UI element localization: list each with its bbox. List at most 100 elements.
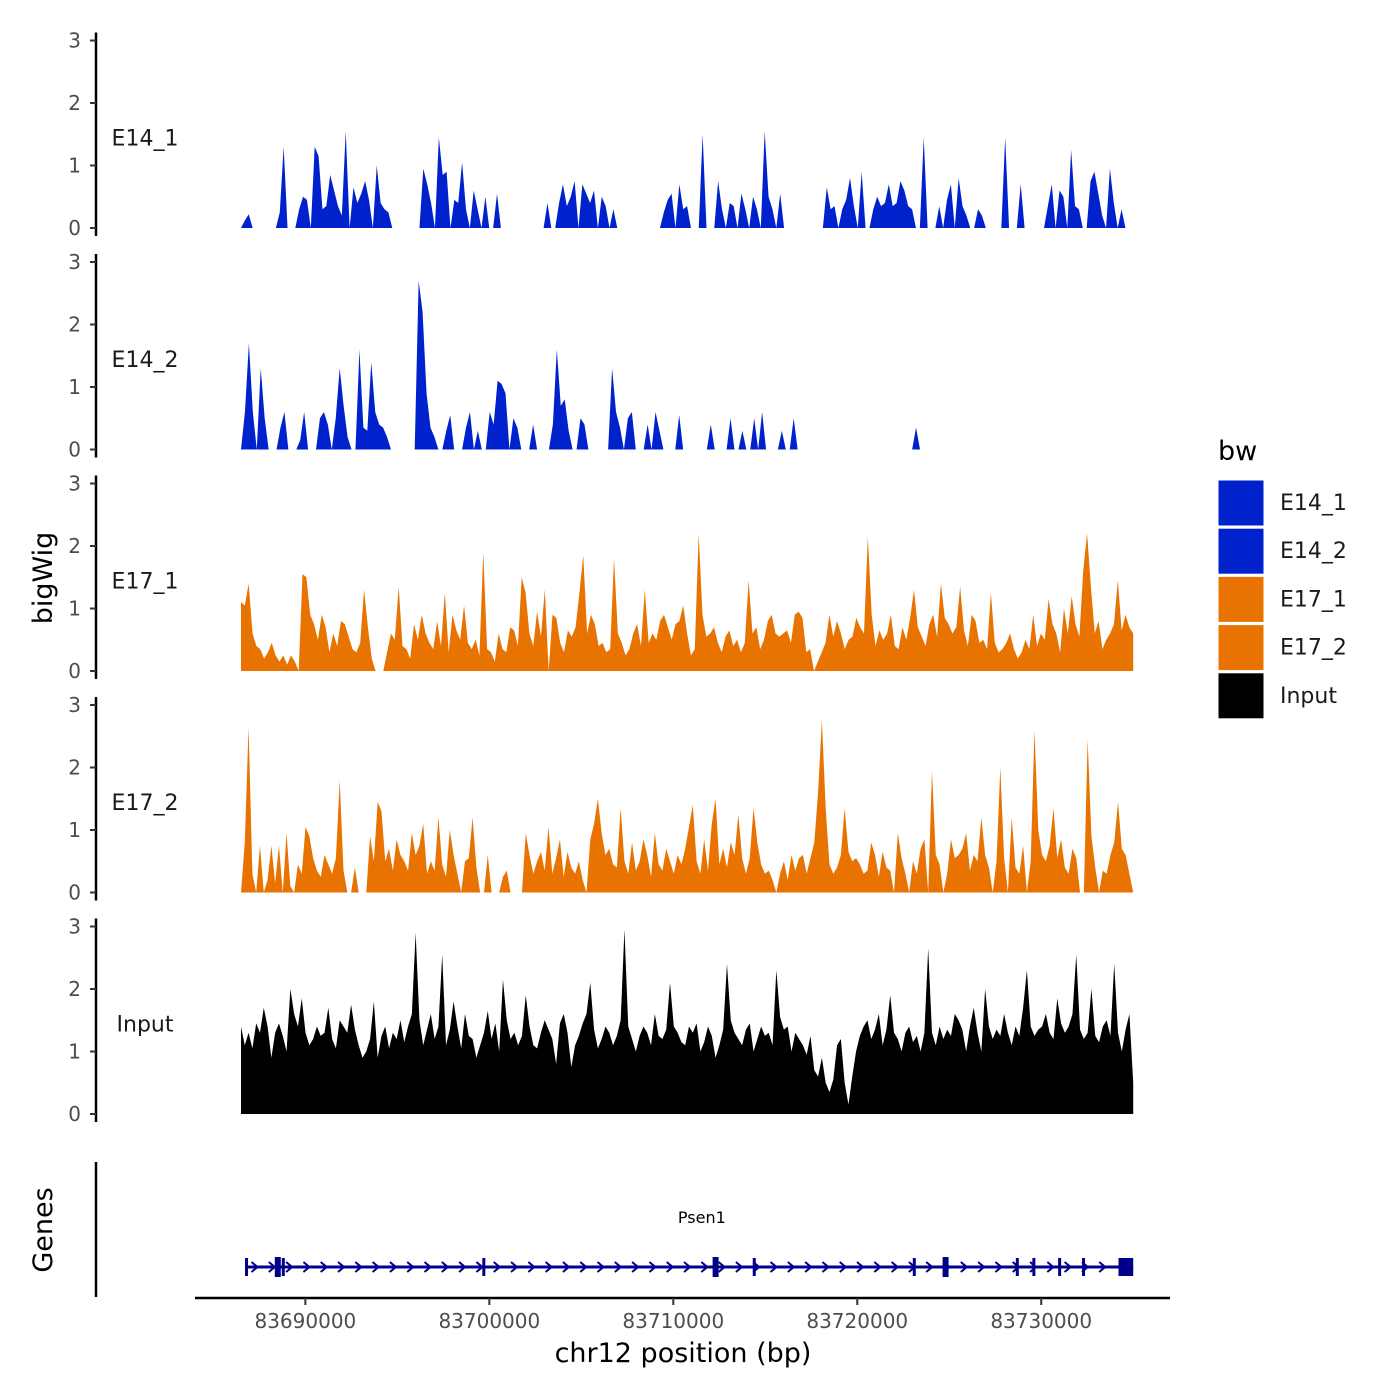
strand-arrow <box>354 1261 363 1273</box>
exon <box>752 1258 756 1276</box>
y-tick-label: 0 <box>68 216 81 240</box>
strand-arrow <box>371 1261 381 1273</box>
strand-arrow <box>493 1261 502 1273</box>
strand-arrow <box>648 1261 657 1273</box>
strand-arrow <box>890 1261 900 1273</box>
strand-arrow <box>856 1261 865 1273</box>
exon <box>1118 1258 1134 1276</box>
exon <box>1032 1258 1036 1276</box>
strand-arrow <box>320 1261 329 1273</box>
y-tick-label: 2 <box>68 977 81 1001</box>
y-axis-title: bigWig <box>28 532 59 625</box>
strand-arrow <box>666 1261 675 1273</box>
exon <box>1015 1258 1019 1276</box>
strand-arrow <box>925 1261 934 1273</box>
exon <box>1058 1258 1062 1276</box>
coverage-tracks: 0 1 2 3 E14_1 0 1 2 3 E14_2 0 1 2 3 E17_1 0 1 2 3 E17_2 0 1 2 3… <box>68 29 1134 1126</box>
strand-arrow <box>389 1261 398 1273</box>
legend-label-E17_1: E17_1 <box>1280 587 1347 612</box>
y-tick-label: 2 <box>68 756 81 780</box>
legend-title: bw <box>1218 436 1257 467</box>
track-E17_2: 0 1 2 3 E17_2 <box>68 693 1134 905</box>
exon <box>942 1257 949 1277</box>
coverage-area-E17_1 <box>240 533 1134 671</box>
strand-arrow <box>562 1261 571 1273</box>
strand-arrow <box>579 1261 588 1273</box>
legend-label-Input: Input <box>1280 684 1337 709</box>
legend-swatch-E14_2 <box>1217 527 1265 575</box>
y-tick-label: 1 <box>68 818 81 842</box>
track-label: E14_1 <box>112 126 179 151</box>
y-tick-label: 3 <box>68 693 81 717</box>
x-tick-label: 83730000 <box>990 1309 1092 1333</box>
x-tick-label: 83710000 <box>622 1309 724 1333</box>
strand-arrow <box>717 1261 727 1273</box>
strand-arrow <box>821 1261 830 1273</box>
legend-label-E14_1: E14_1 <box>1280 491 1347 516</box>
gene-name-label: Psen1 <box>678 1208 726 1227</box>
strand-arrow <box>544 1261 554 1273</box>
strand-arrow <box>683 1261 692 1273</box>
strand-arrow <box>285 1261 294 1273</box>
strand-arrow <box>735 1261 744 1273</box>
legend-swatch-Input <box>1217 672 1265 720</box>
gene-panel: Genes Psen1 <box>28 1162 1134 1297</box>
strand-arrow <box>994 1261 1003 1273</box>
coverage-area-E17_2 <box>240 720 1134 893</box>
x-tick-label: 83720000 <box>806 1309 908 1333</box>
track-E14_2: 0 1 2 3 E14_2 <box>68 250 1134 462</box>
strand-arrow <box>1046 1261 1055 1273</box>
x-axis: chr12 position (bp) 83690000 83700000 8371… <box>195 1296 1170 1369</box>
track-E17_1: 0 1 2 3 E17_1 <box>68 472 1134 683</box>
strand-arrow <box>250 1261 260 1273</box>
track-label: E14_2 <box>112 348 179 373</box>
y-tick-label: 3 <box>68 29 81 53</box>
legend-label-E17_2: E17_2 <box>1280 636 1347 661</box>
legend-swatch-E17_1 <box>1217 575 1265 623</box>
x-axis-title: chr12 position (bp) <box>555 1338 812 1369</box>
y-tick-label: 1 <box>68 154 81 178</box>
y-tick-label: 1 <box>68 597 81 621</box>
y-tick-label: 0 <box>68 881 81 905</box>
gene-models: Psen1 <box>245 1208 1134 1277</box>
exon <box>482 1258 486 1276</box>
x-tick-label: 83700000 <box>438 1309 540 1333</box>
y-tick-label: 3 <box>68 250 81 274</box>
gene-Psen1: Psen1 <box>245 1208 1134 1277</box>
strand-arrow <box>614 1261 623 1273</box>
y-tick-label: 0 <box>68 438 81 462</box>
track-label: E17_1 <box>112 569 179 594</box>
track-label: Input <box>117 1012 174 1037</box>
strand-arrow <box>769 1261 779 1273</box>
y-tick-label: 0 <box>68 659 81 683</box>
y-tick-label: 3 <box>68 915 81 939</box>
track-E14_1: 0 1 2 3 E14_1 <box>68 29 1134 240</box>
strand-arrow <box>423 1261 433 1273</box>
y-tick-label: 2 <box>68 534 81 558</box>
strand-arrow <box>1029 1261 1038 1273</box>
exon <box>281 1258 285 1276</box>
strand-arrow <box>527 1261 536 1273</box>
exon <box>712 1257 719 1277</box>
exon <box>912 1258 916 1276</box>
strand-arrow <box>1098 1261 1107 1273</box>
y-tick-label: 3 <box>68 472 81 496</box>
strand-arrow <box>302 1261 311 1273</box>
strand-arrow <box>510 1261 519 1273</box>
strand-arrow <box>873 1261 882 1273</box>
track-label: E17_2 <box>112 791 179 816</box>
x-tick-label: 83690000 <box>254 1309 356 1333</box>
strand-arrow <box>700 1261 709 1273</box>
strand-arrow <box>441 1261 450 1273</box>
strand-arrow <box>804 1261 813 1273</box>
legend: bw E14_1 E14_2 E17_1 E17_2 Input <box>1217 436 1347 720</box>
y-tick-label: 1 <box>68 375 81 399</box>
y-tick-label: 2 <box>68 313 81 337</box>
coverage-area-E14_1 <box>240 131 1134 228</box>
strand-arrow <box>960 1261 969 1273</box>
track-Input: 0 1 2 3 Input <box>68 915 1134 1126</box>
strand-arrow <box>1063 1261 1073 1273</box>
strand-arrow <box>406 1261 415 1273</box>
y-tick-label: 2 <box>68 91 81 115</box>
